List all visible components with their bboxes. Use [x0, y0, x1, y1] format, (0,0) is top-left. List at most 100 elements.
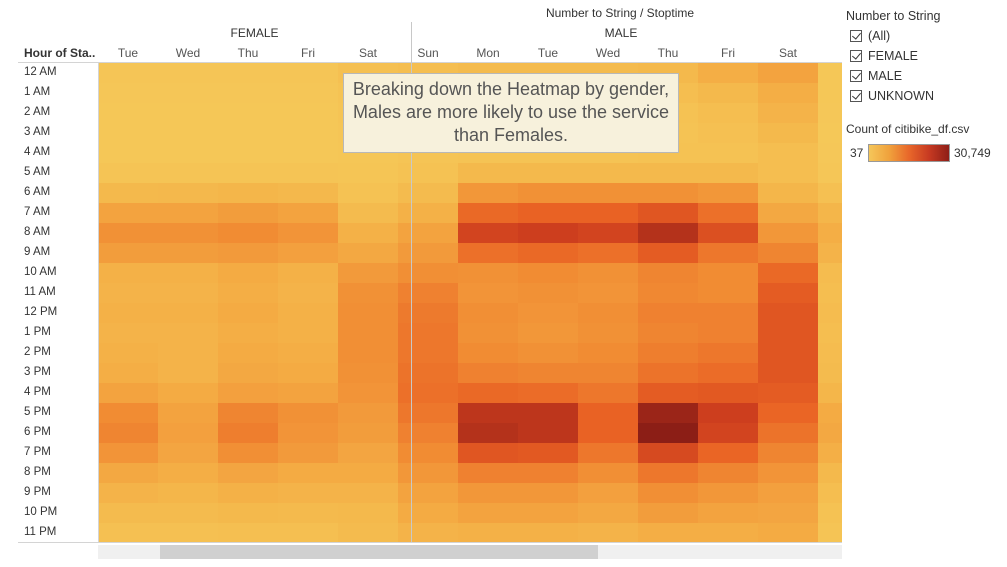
heatmap-cell[interactable]: [98, 523, 158, 543]
heatmap-cell[interactable]: [638, 283, 698, 303]
heatmap-cell[interactable]: [98, 343, 158, 363]
heatmap-cell[interactable]: [338, 403, 398, 423]
heatmap-cell[interactable]: [398, 323, 458, 343]
heatmap-cell[interactable]: [158, 403, 218, 423]
heatmap-cell[interactable]: [98, 123, 158, 143]
heatmap-cell[interactable]: [278, 223, 338, 243]
heatmap-cell[interactable]: [578, 523, 638, 543]
scrollbar-thumb[interactable]: [160, 545, 598, 559]
heatmap-cell[interactable]: [698, 83, 758, 103]
heatmap-cell[interactable]: [578, 183, 638, 203]
heatmap-cell[interactable]: [458, 463, 518, 483]
heatmap-cell[interactable]: [458, 363, 518, 383]
heatmap-cell[interactable]: [278, 203, 338, 223]
heatmap-cell[interactable]: [758, 203, 818, 223]
heatmap-cell[interactable]: [518, 363, 578, 383]
heatmap-cell[interactable]: [578, 283, 638, 303]
heatmap-cell[interactable]: [338, 443, 398, 463]
heatmap-cell[interactable]: [158, 483, 218, 503]
heatmap-cell[interactable]: [518, 503, 578, 523]
heatmap-cell[interactable]: [398, 503, 458, 523]
heatmap-cell[interactable]: [638, 323, 698, 343]
heatmap-cell[interactable]: [338, 203, 398, 223]
heatmap-cell[interactable]: [518, 183, 578, 203]
heatmap-cell[interactable]: [278, 503, 338, 523]
heatmap-cell[interactable]: [398, 443, 458, 463]
heatmap-cell[interactable]: [758, 423, 818, 443]
heatmap-cell[interactable]: [518, 323, 578, 343]
heatmap-cell[interactable]: [338, 183, 398, 203]
heatmap-cell[interactable]: [158, 303, 218, 323]
heatmap-cell[interactable]: [278, 283, 338, 303]
heatmap-cell[interactable]: [398, 263, 458, 283]
heatmap-cell[interactable]: [518, 163, 578, 183]
heatmap-cell[interactable]: [638, 263, 698, 283]
heatmap-cell[interactable]: [158, 463, 218, 483]
heatmap-cell[interactable]: [98, 263, 158, 283]
heatmap-cell[interactable]: [518, 203, 578, 223]
heatmap-cell[interactable]: [218, 403, 278, 423]
heatmap-cell[interactable]: [458, 523, 518, 543]
heatmap-cell[interactable]: [758, 463, 818, 483]
heatmap-cell[interactable]: [458, 343, 518, 363]
heatmap-cell[interactable]: [158, 363, 218, 383]
heatmap-cell[interactable]: [458, 423, 518, 443]
heatmap-cell[interactable]: [638, 343, 698, 363]
heatmap-cell[interactable]: [278, 343, 338, 363]
heatmap-cell[interactable]: [158, 383, 218, 403]
heatmap-cell[interactable]: [758, 343, 818, 363]
heatmap-cell[interactable]: [278, 383, 338, 403]
heatmap-cell[interactable]: [758, 523, 818, 543]
heatmap-cell[interactable]: [218, 103, 278, 123]
heatmap-cell[interactable]: [278, 103, 338, 123]
heatmap-cell[interactable]: [698, 443, 758, 463]
heatmap-cell[interactable]: [458, 163, 518, 183]
heatmap-cell[interactable]: [698, 383, 758, 403]
heatmap-cell[interactable]: [158, 323, 218, 343]
heatmap-cell[interactable]: [218, 83, 278, 103]
heatmap-cell[interactable]: [398, 343, 458, 363]
heatmap-cell[interactable]: [398, 523, 458, 543]
heatmap-cell[interactable]: [578, 163, 638, 183]
heatmap-cell[interactable]: [278, 63, 338, 83]
heatmap-cell[interactable]: [398, 363, 458, 383]
heatmap-cell[interactable]: [398, 463, 458, 483]
heatmap-cell[interactable]: [518, 223, 578, 243]
heatmap-cell[interactable]: [698, 263, 758, 283]
heatmap-cell[interactable]: [278, 403, 338, 423]
heatmap-cell[interactable]: [98, 283, 158, 303]
heatmap-cell[interactable]: [518, 463, 578, 483]
heatmap-cell[interactable]: [578, 423, 638, 443]
heatmap-cell[interactable]: [698, 63, 758, 83]
heatmap-cell[interactable]: [398, 483, 458, 503]
heatmap-cell[interactable]: [278, 243, 338, 263]
heatmap-cell[interactable]: [218, 523, 278, 543]
filter-item-female[interactable]: FEMALE: [850, 49, 918, 65]
heatmap-cell[interactable]: [698, 363, 758, 383]
heatmap-cell[interactable]: [518, 303, 578, 323]
heatmap-cell[interactable]: [578, 343, 638, 363]
heatmap-cell[interactable]: [338, 423, 398, 443]
heatmap-cell[interactable]: [578, 463, 638, 483]
filter-item-unknown[interactable]: UNKNOWN: [850, 89, 934, 105]
heatmap-cell[interactable]: [98, 243, 158, 263]
heatmap-cell[interactable]: [338, 223, 398, 243]
heatmap-cell[interactable]: [518, 243, 578, 263]
heatmap-cell[interactable]: [458, 383, 518, 403]
heatmap-cell[interactable]: [278, 423, 338, 443]
heatmap-cell[interactable]: [218, 363, 278, 383]
heatmap-cell[interactable]: [218, 343, 278, 363]
heatmap-cell[interactable]: [218, 323, 278, 343]
heatmap-cell[interactable]: [698, 103, 758, 123]
heatmap-cell[interactable]: [758, 363, 818, 383]
heatmap-cell[interactable]: [98, 363, 158, 383]
heatmap-cell[interactable]: [338, 483, 398, 503]
heatmap-cell[interactable]: [278, 363, 338, 383]
heatmap-cell[interactable]: [98, 483, 158, 503]
heatmap-cell[interactable]: [278, 303, 338, 323]
heatmap-cell[interactable]: [638, 403, 698, 423]
heatmap-cell[interactable]: [398, 383, 458, 403]
heatmap-cell[interactable]: [758, 163, 818, 183]
heatmap-cell[interactable]: [158, 103, 218, 123]
heatmap-cell[interactable]: [218, 263, 278, 283]
